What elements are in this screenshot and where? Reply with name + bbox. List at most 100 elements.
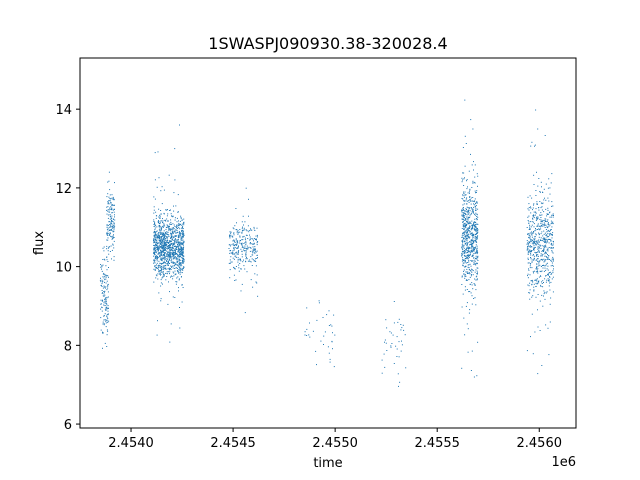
data-point bbox=[105, 310, 107, 311]
data-point bbox=[393, 363, 395, 364]
data-point bbox=[159, 242, 161, 244]
data-point bbox=[549, 211, 551, 213]
data-point bbox=[167, 242, 169, 244]
data-point bbox=[468, 251, 470, 253]
data-point bbox=[179, 253, 181, 255]
data-point bbox=[153, 268, 155, 270]
data-point bbox=[550, 281, 552, 283]
data-point bbox=[463, 251, 465, 253]
data-point bbox=[106, 303, 108, 305]
data-point bbox=[107, 261, 109, 262]
data-point bbox=[171, 249, 173, 251]
data-point bbox=[466, 262, 468, 263]
data-point bbox=[159, 238, 161, 240]
data-point bbox=[532, 259, 534, 261]
data-point bbox=[475, 279, 477, 281]
data-point bbox=[536, 204, 538, 205]
data-point bbox=[182, 231, 184, 233]
data-point bbox=[252, 252, 254, 254]
data-point bbox=[174, 254, 176, 255]
data-point bbox=[167, 234, 169, 236]
data-point bbox=[401, 327, 403, 329]
data-point bbox=[468, 227, 470, 229]
data-point bbox=[154, 247, 156, 249]
data-point bbox=[163, 246, 164, 248]
data-point bbox=[467, 242, 469, 244]
data-point bbox=[159, 248, 161, 250]
data-point bbox=[533, 248, 535, 249]
data-point bbox=[183, 241, 185, 243]
y-axis-label: flux bbox=[32, 231, 47, 255]
data-point bbox=[114, 216, 115, 218]
data-point bbox=[528, 207, 530, 208]
data-point bbox=[527, 242, 529, 244]
data-point bbox=[173, 262, 175, 263]
data-point bbox=[241, 230, 243, 232]
data-point bbox=[160, 274, 162, 275]
data-point bbox=[182, 253, 184, 255]
data-point bbox=[163, 273, 165, 275]
data-point bbox=[162, 234, 164, 236]
data-point bbox=[529, 282, 531, 284]
data-point bbox=[542, 202, 544, 204]
data-point bbox=[245, 255, 247, 257]
data-point bbox=[169, 341, 171, 343]
data-point bbox=[164, 241, 166, 243]
data-point bbox=[109, 197, 111, 199]
data-point bbox=[548, 242, 550, 244]
data-point bbox=[540, 212, 542, 214]
data-point bbox=[101, 310, 103, 312]
data-point bbox=[527, 244, 529, 246]
data-point bbox=[535, 212, 537, 214]
data-point bbox=[248, 231, 250, 233]
data-point bbox=[468, 208, 470, 210]
data-point bbox=[467, 211, 469, 212]
data-point bbox=[465, 279, 467, 281]
data-point bbox=[473, 376, 475, 378]
data-point bbox=[155, 233, 157, 235]
data-point bbox=[156, 255, 157, 257]
data-point bbox=[547, 280, 549, 282]
data-point bbox=[530, 226, 532, 228]
data-point bbox=[229, 277, 231, 279]
data-point bbox=[466, 209, 467, 210]
data-point bbox=[156, 244, 158, 246]
data-point bbox=[169, 244, 171, 246]
data-point bbox=[544, 224, 546, 226]
data-point bbox=[528, 209, 530, 211]
data-point bbox=[469, 216, 471, 218]
data-point bbox=[109, 203, 111, 205]
data-point bbox=[545, 263, 547, 265]
data-point bbox=[331, 325, 333, 327]
data-point bbox=[158, 257, 160, 259]
data-point bbox=[469, 222, 471, 224]
data-point bbox=[309, 336, 311, 338]
data-point bbox=[178, 226, 180, 228]
data-point bbox=[547, 209, 549, 211]
data-point bbox=[464, 230, 466, 232]
data-point bbox=[533, 289, 535, 291]
data-point bbox=[536, 263, 538, 265]
data-point bbox=[159, 222, 161, 224]
data-point bbox=[105, 326, 107, 328]
data-point bbox=[174, 219, 176, 221]
data-point bbox=[234, 253, 236, 255]
data-point bbox=[166, 258, 168, 260]
data-point bbox=[111, 229, 113, 231]
data-point bbox=[175, 283, 177, 285]
data-point bbox=[155, 224, 157, 226]
data-point bbox=[465, 143, 467, 144]
data-point bbox=[106, 256, 108, 258]
data-point bbox=[160, 253, 162, 255]
data-point bbox=[461, 218, 463, 220]
data-point bbox=[160, 269, 162, 271]
data-point bbox=[474, 225, 475, 227]
data-point bbox=[463, 231, 465, 233]
data-point bbox=[546, 215, 548, 217]
data-point bbox=[243, 224, 244, 226]
data-point bbox=[172, 215, 174, 217]
data-point bbox=[462, 179, 463, 181]
data-point bbox=[153, 224, 155, 225]
data-point bbox=[159, 231, 161, 233]
data-point bbox=[542, 253, 544, 255]
